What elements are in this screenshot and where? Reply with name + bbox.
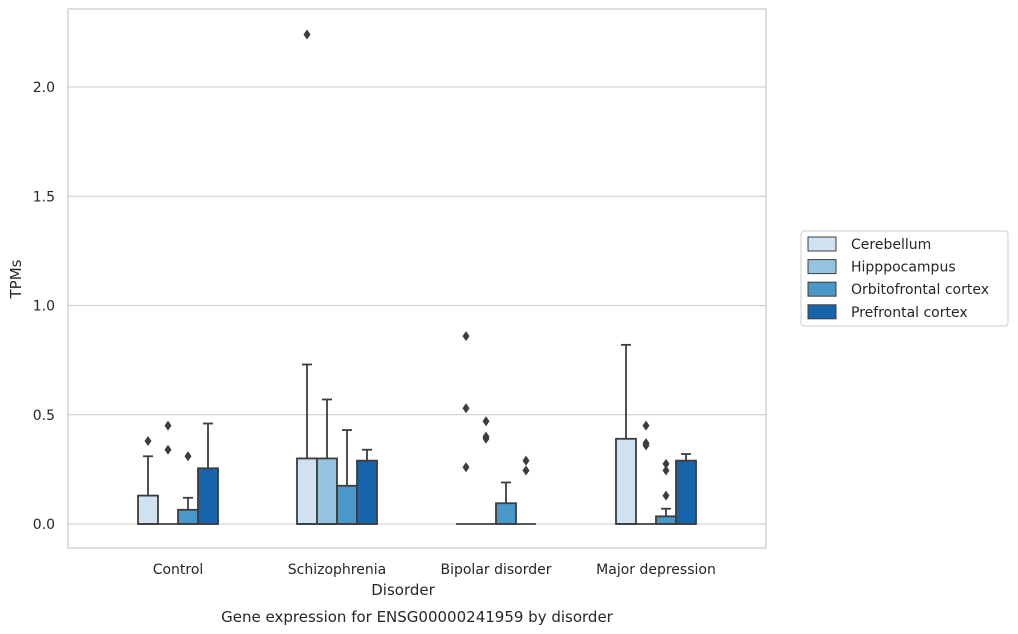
box: [158, 420, 178, 525]
box-body: [197, 467, 219, 525]
legend-frame: [800, 230, 1009, 327]
box-body: [336, 484, 358, 525]
box-body: [137, 494, 159, 525]
plot-area-frame: [67, 8, 767, 549]
legend-swatch: [807, 281, 837, 297]
box: [296, 29, 318, 525]
outlier-point: [482, 416, 490, 427]
box-series: [137, 29, 697, 525]
outlier-point: [522, 465, 530, 476]
outlier-point: [184, 451, 192, 462]
series-orbitofrontal-cortex: [177, 429, 677, 525]
legend-label: Hipppocampus: [851, 260, 956, 276]
x-tick-label: Control: [153, 562, 204, 578]
legend-label: Prefrontal cortex: [851, 305, 968, 321]
box: [655, 458, 677, 525]
y-gridlines: [68, 86, 766, 525]
y-tick-labels: 0.0 0.5 1.0 1.5 2.0: [33, 80, 55, 533]
y-tick-label: 1.5: [33, 189, 55, 205]
box: [356, 448, 378, 525]
box-body: [655, 515, 677, 525]
y-tick-label: 1.0: [33, 299, 55, 315]
y-tick-label: 0.0: [33, 517, 55, 533]
box: [177, 451, 199, 525]
box: [516, 455, 536, 525]
box: [336, 429, 358, 525]
outlier-point: [482, 431, 490, 442]
legend-swatch: [807, 259, 837, 275]
box: [636, 420, 656, 525]
y-axis-label: TPMs: [7, 259, 25, 299]
x-axis-label: Disorder: [371, 581, 435, 599]
outlier-point: [144, 435, 152, 446]
outlier-point: [642, 438, 650, 449]
box-body: [316, 457, 338, 525]
box: [137, 435, 159, 525]
box-body: [356, 459, 378, 525]
box: [197, 422, 219, 525]
series-hipppocampus: [158, 398, 656, 525]
series-prefrontal-cortex: [197, 422, 697, 525]
box-body: [177, 508, 199, 525]
legend-swatch: [807, 304, 837, 320]
box-body: [495, 502, 517, 525]
legend-label: Orbitofrontal cortex: [851, 282, 989, 298]
box: [316, 398, 338, 525]
box: [675, 453, 697, 525]
y-tick-label: 2.0: [33, 80, 55, 96]
box: [495, 481, 517, 525]
box: [456, 331, 476, 525]
legend: Cerebellum Hipppocampus Orbitofrontal cort…: [800, 230, 1009, 327]
x-tick-label: Schizophrenia: [288, 562, 386, 578]
outlier-point: [462, 403, 470, 414]
outlier-point: [303, 29, 311, 40]
y-tick-label: 0.5: [33, 408, 55, 424]
x-tick-label: Bipolar disorder: [440, 562, 551, 578]
chart-caption: Gene expression for ENSG00000241959 by d…: [221, 608, 614, 626]
outlier-point: [462, 331, 470, 342]
x-tick-labels: Control Schizophrenia Bipolar disorder Majo…: [153, 562, 716, 578]
box: [476, 416, 496, 525]
legend-swatch: [807, 236, 837, 252]
box: [615, 343, 637, 525]
outlier-point: [164, 444, 172, 455]
box-body: [615, 437, 637, 525]
outlier-point: [164, 420, 172, 431]
box-body: [675, 459, 697, 525]
outlier-point: [662, 465, 670, 476]
series-cerebellum: [137, 29, 637, 525]
legend-label: Cerebellum: [851, 237, 931, 253]
outlier-point: [462, 462, 470, 473]
box-body: [296, 457, 318, 525]
x-tick-label: Major depression: [596, 562, 716, 578]
outlier-point: [522, 455, 530, 466]
outlier-point: [642, 420, 650, 431]
outlier-point: [662, 458, 670, 469]
outlier-point: [662, 490, 670, 501]
